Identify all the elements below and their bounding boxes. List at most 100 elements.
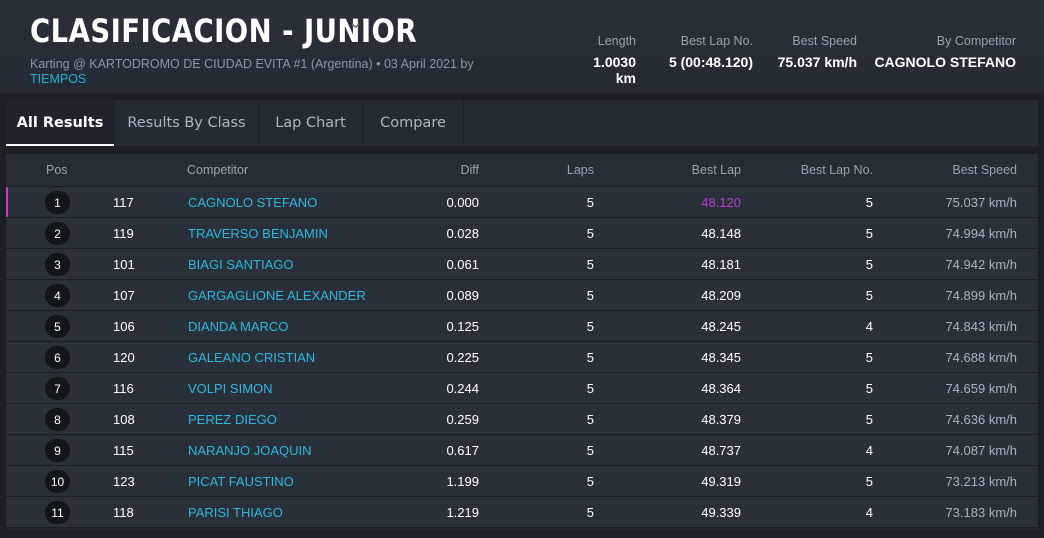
car-number: 119 [113, 226, 134, 241]
laps-value: 5 [586, 226, 594, 241]
best-lap-no-value: 5 [865, 412, 873, 427]
competitor-link[interactable]: BIAGI SANTIAGO [188, 257, 294, 272]
diff-value: 0.061 [446, 257, 479, 272]
car-number: 120 [113, 350, 135, 365]
car-number: 107 [113, 288, 135, 303]
laps-value: 5 [586, 195, 594, 210]
stat-by-competitor: By Competitor CAGNOLO STEFANO [857, 34, 1016, 86]
diff-value: 1.219 [446, 505, 479, 520]
diff-value: 0.028 [446, 226, 479, 241]
laps-value: 5 [586, 350, 594, 365]
stat-best-speed: Best Speed 75.037 km/h [753, 34, 857, 86]
best-lap-no-value: 4 [865, 319, 873, 334]
best-lap-no-value: 5 [865, 257, 873, 272]
position-badge: 6 [45, 346, 70, 369]
laps-value: 5 [586, 505, 594, 520]
competitor-link[interactable]: NARANJO JOAQUIN [188, 443, 312, 458]
organizer-link[interactable]: TIEMPOS [30, 72, 87, 86]
best-lap-value: 48.379 [701, 412, 741, 427]
car-number: 123 [113, 474, 135, 489]
table-row[interactable]: 6 120 GALEANO CRISTIAN 0.225 5 48.345 5 74.688 … [6, 342, 1038, 373]
best-lap-no-value: 4 [865, 505, 873, 520]
results-table: Pos Competitor Diff Laps Best Lap Best L… [6, 154, 1038, 530]
diff-value: 0.259 [446, 412, 479, 427]
col-best-speed[interactable]: Best Speed [952, 163, 1017, 177]
stat-value: 5 (00:48.120) [668, 54, 753, 70]
best-lap-no-value: 5 [865, 195, 873, 210]
table-body: 1 117 CAGNOLO STEFANO 0.000 5 48.120 5 75.037 k… [6, 187, 1038, 528]
table-row[interactable]: 5 106 DIANDA MARCO 0.125 5 48.245 4 74.843 km/h [6, 311, 1038, 342]
competitor-link[interactable]: GARGAGLIONE ALEXANDER [188, 288, 366, 303]
table-row[interactable]: 8 108 PEREZ DIEGO 0.259 5 48.379 5 74.636 km/h [6, 404, 1038, 435]
col-pos[interactable]: Pos [46, 163, 68, 177]
best-lap-no-value: 5 [865, 350, 873, 365]
competitor-link[interactable]: PEREZ DIEGO [188, 412, 277, 427]
tab-compare[interactable]: Compare [363, 100, 464, 146]
chevron-down-icon[interactable]: ⌄ [348, 12, 364, 32]
diff-value: 0.244 [446, 381, 479, 396]
position-badge: 11 [45, 501, 70, 524]
car-number: 101 [113, 257, 135, 272]
competitor-link[interactable]: PARISI THIAGO [188, 505, 283, 520]
best-lap-value: 49.339 [701, 505, 741, 520]
position-badge: 7 [45, 377, 70, 400]
tab-results-by-class[interactable]: Results By Class [115, 100, 259, 146]
competitor-link[interactable]: PICAT FAUSTINO [188, 474, 294, 489]
stat-value: 75.037 km/h [777, 54, 857, 70]
tab-lap-chart[interactable]: Lap Chart [259, 100, 363, 146]
stat-value: CAGNOLO STEFANO [874, 54, 1016, 70]
laps-value: 5 [586, 288, 594, 303]
laps-value: 5 [586, 474, 594, 489]
competitor-link[interactable]: VOLPI SIMON [188, 381, 273, 396]
table-row[interactable]: 9 115 NARANJO JOAQUIN 0.617 5 48.737 4 74.087 k… [6, 435, 1038, 466]
best-lap-no-value: 4 [865, 443, 873, 458]
diff-value: 0.125 [446, 319, 479, 334]
competitor-link[interactable]: GALEANO CRISTIAN [188, 350, 316, 365]
table-row[interactable]: 10 123 PICAT FAUSTINO 1.199 5 49.319 5 73.213 k… [6, 466, 1038, 497]
best-speed-value: 74.659 km/h [945, 381, 1017, 396]
car-number: 115 [113, 443, 134, 458]
event-details: Karting @ KARTODROMO DE CIUDAD EVITA #1 … [30, 57, 474, 71]
col-laps[interactable]: Laps [566, 163, 594, 177]
table-row[interactable]: 2 119 TRAVERSO BENJAMIN 0.028 5 48.148 5 74.994… [6, 218, 1038, 249]
diff-value: 0.000 [446, 195, 479, 210]
stat-label: By Competitor [936, 34, 1016, 48]
stat-label: Best Lap No. [680, 34, 753, 48]
best-lap-no-value: 5 [865, 381, 873, 396]
competitor-link[interactable]: CAGNOLO STEFANO [188, 195, 318, 210]
best-speed-value: 74.636 km/h [945, 412, 1017, 427]
competitor-link[interactable]: TRAVERSO BENJAMIN [188, 226, 328, 241]
position-badge: 1 [45, 191, 70, 214]
col-competitor[interactable]: Competitor [187, 163, 249, 177]
tab-all-results[interactable]: All Results [6, 100, 115, 146]
position-badge: 10 [45, 470, 70, 493]
competitor-link[interactable]: DIANDA MARCO [188, 319, 289, 334]
table-row[interactable]: 1 117 CAGNOLO STEFANO 0.000 5 48.120 5 75.037 k… [6, 187, 1038, 218]
table-row[interactable]: 4 107 GARGAGLIONE ALEXANDER 0.089 5 48.209 5 74… [6, 280, 1038, 311]
table-row[interactable]: 3 101 BIAGI SANTIAGO 0.061 5 48.181 5 74.942 km… [6, 249, 1038, 280]
best-speed-value: 73.183 km/h [945, 505, 1017, 520]
col-diff[interactable]: Diff [460, 163, 479, 177]
table-row[interactable]: 11 118 PARISI THIAGO 1.219 5 49.339 4 73.183 km… [6, 497, 1038, 528]
position-badge: 5 [45, 315, 70, 338]
best-speed-value: 74.942 km/h [945, 257, 1017, 272]
best-lap-value: 48.120 [701, 195, 741, 210]
best-lap-no-value: 5 [865, 474, 873, 489]
best-lap-value: 49.319 [701, 474, 741, 489]
best-lap-value: 48.148 [701, 226, 741, 241]
position-badge: 9 [45, 439, 70, 462]
col-best-lap[interactable]: Best Lap [691, 163, 741, 177]
col-best-lap-no[interactable]: Best Lap No. [800, 163, 873, 177]
best-speed-value: 74.688 km/h [945, 350, 1017, 365]
position-badge: 2 [45, 222, 70, 245]
best-speed-value: 74.994 km/h [945, 226, 1017, 241]
laps-value: 5 [586, 381, 594, 396]
best-lap-value: 48.245 [701, 319, 741, 334]
event-subtitle: Karting @ KARTODROMO DE CIUDAD EVITA #1 … [30, 57, 500, 87]
best-lap-value: 48.345 [701, 350, 741, 365]
best-lap-value: 48.181 [701, 257, 741, 272]
table-row[interactable]: 7 116 VOLPI SIMON 0.244 5 48.364 5 74.659 km/h [6, 373, 1038, 404]
best-speed-value: 73.213 km/h [945, 474, 1017, 489]
position-badge: 4 [45, 284, 70, 307]
car-number: 118 [113, 505, 134, 520]
